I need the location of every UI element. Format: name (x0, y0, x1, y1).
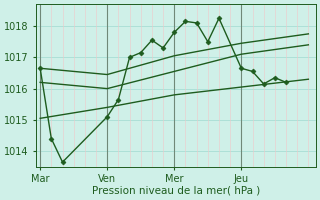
X-axis label: Pression niveau de la mer( hPa ): Pression niveau de la mer( hPa ) (92, 186, 260, 196)
